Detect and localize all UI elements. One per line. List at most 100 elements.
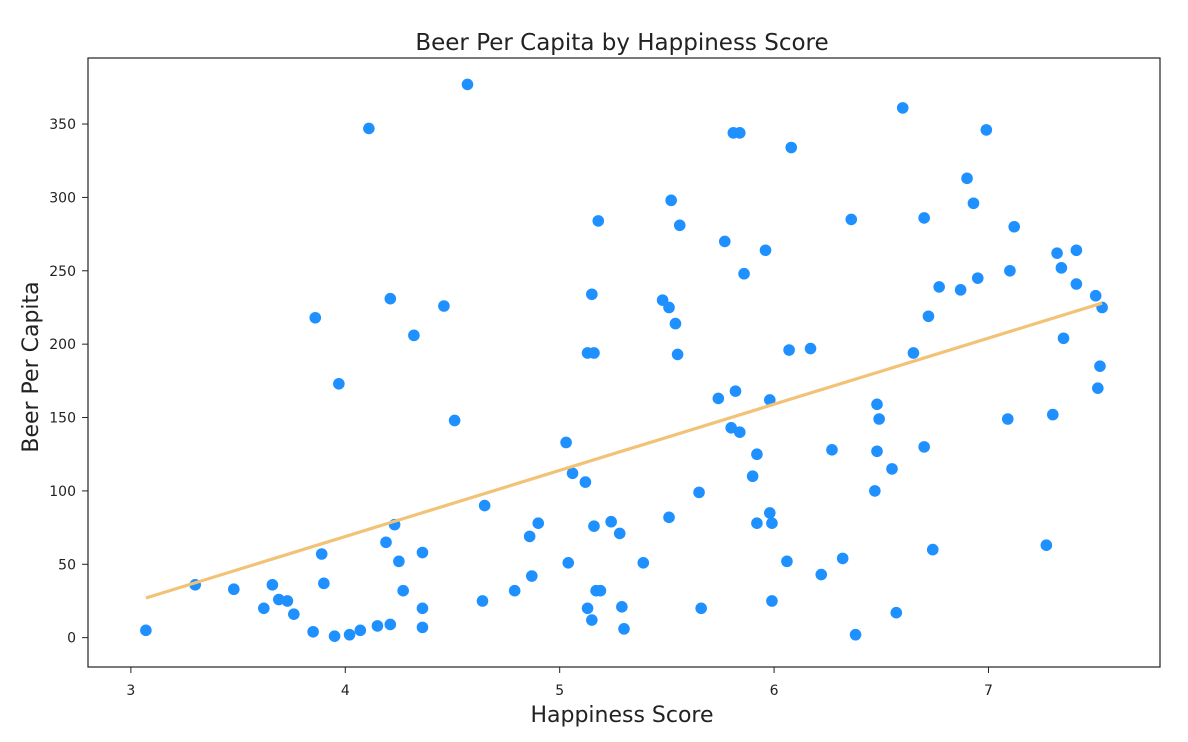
- data-point-60: [671, 348, 684, 361]
- data-point-36: [532, 517, 545, 529]
- data-point-58: [665, 194, 677, 207]
- data-point-102: [954, 284, 967, 296]
- data-point-111: [1047, 408, 1059, 421]
- data-point-83: [804, 342, 817, 355]
- data-point-114: [1057, 332, 1070, 345]
- y-tick-label-6: 300: [49, 190, 76, 206]
- data-point-74: [751, 517, 763, 529]
- data-point-86: [836, 552, 849, 565]
- plot-frame: [87, 57, 1161, 668]
- chart-title: Beer Per Capita by Happiness Score: [415, 30, 828, 56]
- data-point-53: [618, 623, 630, 635]
- data-point-110: [1040, 539, 1053, 551]
- data-point-59: [669, 317, 682, 330]
- data-point-96: [907, 347, 920, 359]
- data-point-103: [961, 172, 973, 185]
- data-point-91: [871, 445, 883, 458]
- data-point-25: [416, 602, 429, 615]
- data-point-7: [288, 608, 300, 620]
- data-point-52: [616, 601, 628, 613]
- data-point-77: [763, 507, 776, 519]
- data-point-30: [461, 78, 474, 91]
- data-point-22: [393, 555, 405, 568]
- data-point-17: [371, 620, 384, 632]
- data-point-79: [766, 595, 778, 607]
- data-point-62: [693, 486, 705, 499]
- data-point-27: [416, 546, 429, 559]
- data-point-115: [1070, 244, 1083, 257]
- data-point-2: [227, 583, 240, 596]
- data-point-119: [1094, 360, 1106, 372]
- data-point-16: [363, 122, 375, 135]
- x-tick-label-3: 6: [770, 683, 779, 699]
- data-point-100: [926, 543, 939, 556]
- y-tick-label-4: 200: [49, 337, 76, 353]
- data-point-23: [397, 584, 409, 597]
- data-point-72: [746, 470, 759, 483]
- data-point-61: [673, 219, 686, 232]
- x-tick-label-0: 3: [126, 683, 135, 699]
- data-point-65: [718, 235, 731, 248]
- y-axis-label: Beer Per Capita: [19, 281, 44, 452]
- data-point-3: [258, 602, 270, 615]
- data-point-9: [309, 311, 322, 324]
- x-tick-label-2: 5: [555, 683, 564, 699]
- data-point-51: [613, 527, 626, 540]
- data-point-15: [354, 624, 367, 637]
- data-point-113: [1055, 262, 1068, 274]
- data-point-99: [922, 310, 935, 323]
- data-point-35: [523, 530, 536, 543]
- data-point-118: [1092, 382, 1104, 394]
- data-point-71: [738, 267, 750, 280]
- data-point-40: [579, 476, 592, 488]
- data-point-10: [315, 548, 328, 560]
- data-point-14: [343, 628, 356, 641]
- data-point-104: [967, 197, 980, 210]
- data-point-29: [448, 414, 461, 427]
- data-point-69: [733, 127, 746, 139]
- data-point-94: [890, 606, 903, 619]
- data-point-5: [273, 593, 285, 606]
- data-point-106: [980, 124, 993, 136]
- data-point-73: [751, 448, 763, 461]
- data-point-117: [1089, 289, 1102, 302]
- data-point-80: [781, 555, 793, 568]
- data-point-87: [845, 213, 858, 226]
- data-point-13: [333, 377, 345, 390]
- data-point-107: [1001, 413, 1014, 425]
- data-point-93: [886, 463, 898, 475]
- data-point-56: [663, 511, 675, 524]
- data-point-88: [849, 628, 862, 641]
- y-tick-label-0: 0: [67, 631, 76, 647]
- data-point-116: [1070, 278, 1083, 290]
- data-point-48: [594, 584, 607, 597]
- data-point-33: [508, 584, 521, 597]
- data-point-8: [307, 625, 319, 638]
- data-point-105: [971, 272, 984, 284]
- data-point-98: [918, 212, 930, 224]
- data-point-4: [266, 579, 279, 591]
- data-point-109: [1008, 220, 1021, 233]
- data-point-31: [476, 595, 489, 607]
- y-tick-label-3: 150: [49, 411, 76, 427]
- data-point-101: [933, 281, 945, 293]
- trend-line: [145, 301, 1103, 600]
- data-point-49: [592, 215, 605, 227]
- data-point-82: [785, 141, 798, 154]
- data-point-70: [733, 426, 746, 439]
- data-point-68: [729, 385, 742, 397]
- data-point-6: [281, 595, 294, 607]
- y-tick-label-5: 250: [49, 264, 76, 280]
- data-point-44: [586, 288, 598, 301]
- x-tick-label-1: 4: [341, 683, 350, 699]
- x-tick-label-4: 7: [984, 683, 993, 699]
- y-tick-label-7: 350: [49, 117, 76, 133]
- data-point-38: [562, 557, 575, 569]
- data-point-26: [416, 621, 429, 634]
- data-point-37: [560, 436, 572, 449]
- data-point-34: [526, 570, 538, 582]
- data-point-81: [783, 344, 795, 356]
- data-point-18: [380, 536, 392, 549]
- data-point-45: [588, 347, 600, 359]
